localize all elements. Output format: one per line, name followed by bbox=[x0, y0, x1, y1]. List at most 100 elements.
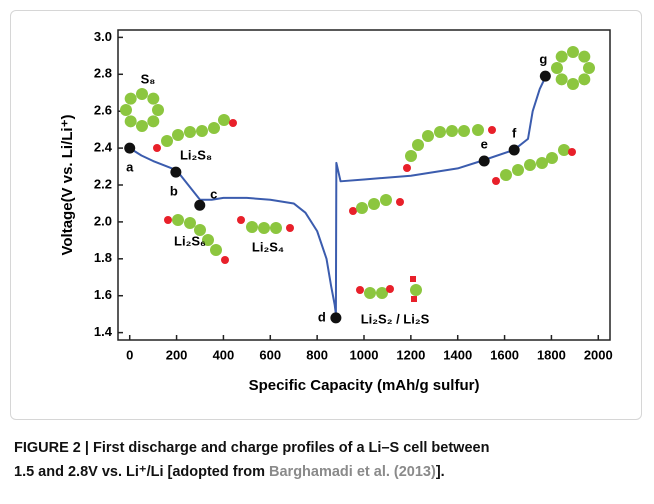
caption-text: ]. bbox=[435, 464, 445, 480]
molecule-atom bbox=[578, 73, 591, 86]
molecule-atom bbox=[184, 217, 196, 229]
x-tick-label: 1200 bbox=[396, 347, 425, 362]
x-tick-label: 1000 bbox=[350, 347, 379, 362]
species-label: Li₂S₈ bbox=[180, 147, 212, 162]
molecule-atom bbox=[349, 207, 357, 215]
figure-frame bbox=[10, 10, 642, 420]
molecule-atom bbox=[558, 144, 570, 156]
molecule-atom bbox=[567, 46, 579, 58]
molecule-atom bbox=[578, 50, 591, 63]
x-tick-label: 2000 bbox=[584, 347, 613, 362]
point-label: b bbox=[170, 184, 178, 199]
y-tick-label: 2.6 bbox=[94, 103, 112, 118]
point-label: f bbox=[512, 125, 517, 140]
molecule-atom bbox=[396, 198, 404, 206]
molecule-atom bbox=[124, 92, 137, 105]
molecule-atom bbox=[524, 159, 536, 171]
x-axis-label: Specific Capacity (mAh/g sulfur) bbox=[249, 377, 480, 394]
state-point bbox=[539, 70, 551, 82]
y-tick-label: 1.6 bbox=[94, 287, 112, 302]
chart: Specific Capacity (mAh/g sulfur) Voltage… bbox=[59, 29, 613, 394]
molecule-atom bbox=[184, 126, 196, 138]
molecule-atom bbox=[172, 214, 184, 226]
caption-link[interactable]: Barghamadi et al. (2013) bbox=[269, 464, 436, 480]
molecule-atom bbox=[412, 139, 424, 151]
state-point bbox=[170, 166, 182, 178]
molecule-atom bbox=[434, 126, 446, 138]
molecule-atom bbox=[567, 78, 579, 90]
molecule-atom bbox=[221, 256, 229, 264]
state-point bbox=[508, 144, 520, 156]
point-label: a bbox=[126, 160, 134, 175]
molecule-atom bbox=[229, 119, 237, 127]
molecule-atom bbox=[492, 177, 500, 185]
x-tick-label: 1600 bbox=[490, 347, 519, 362]
point-label: g bbox=[539, 52, 547, 67]
molecule-atom bbox=[546, 152, 558, 164]
molecule-atom bbox=[386, 285, 394, 293]
voltage-curve bbox=[129, 73, 548, 316]
species-label: S₈ bbox=[141, 71, 156, 86]
x-tick-label: 600 bbox=[259, 347, 281, 362]
point-label: c bbox=[210, 187, 217, 202]
molecule-atom bbox=[356, 286, 364, 294]
molecule-atom bbox=[555, 73, 568, 86]
plot-frame bbox=[117, 29, 611, 341]
molecule-atom bbox=[512, 164, 524, 176]
molecule-atom bbox=[136, 120, 148, 132]
molecule-atom bbox=[583, 62, 595, 74]
caption-text: 1.5 and 2.8V vs. Li⁺/Li [adopted from bbox=[14, 464, 265, 480]
state-point bbox=[478, 155, 490, 167]
molecule-atom bbox=[210, 244, 222, 256]
molecule-atom bbox=[120, 104, 132, 116]
molecule-atom bbox=[270, 222, 282, 234]
molecule-atom bbox=[551, 62, 563, 74]
molecule-atom bbox=[410, 284, 422, 296]
molecule-atom bbox=[376, 287, 388, 299]
molecule-atom bbox=[405, 150, 417, 162]
molecule-atom bbox=[194, 224, 206, 236]
molecule-atom bbox=[472, 124, 484, 136]
y-tick-label: 1.8 bbox=[94, 250, 112, 265]
molecule-atom bbox=[568, 148, 576, 156]
x-tick-label: 1800 bbox=[537, 347, 566, 362]
molecule-atom bbox=[411, 296, 417, 302]
molecule-atom bbox=[124, 115, 137, 128]
molecule-atom bbox=[218, 114, 230, 126]
y-axis-label: Voltage(V vs. Li/Li⁺) bbox=[59, 115, 76, 256]
molecule-atom bbox=[422, 130, 434, 142]
species-label: Li₂S₆ bbox=[174, 233, 206, 248]
molecule-atom bbox=[246, 221, 258, 233]
molecule-atom bbox=[196, 125, 208, 137]
molecule-atom bbox=[403, 164, 411, 172]
molecule-atom bbox=[356, 202, 368, 214]
molecule-atom bbox=[161, 135, 173, 147]
state-point bbox=[330, 312, 342, 324]
molecule-atom bbox=[202, 234, 214, 246]
molecule-atom bbox=[208, 122, 220, 134]
molecule-atom bbox=[368, 198, 380, 210]
state-point bbox=[194, 199, 206, 211]
state-point bbox=[124, 142, 136, 154]
y-tick-label: 2.8 bbox=[94, 66, 112, 81]
x-tick-label: 1400 bbox=[443, 347, 472, 362]
y-tick-label: 3.0 bbox=[94, 29, 112, 44]
molecule-atom bbox=[555, 50, 568, 63]
x-tick-label: 800 bbox=[306, 347, 328, 362]
molecule-atom bbox=[237, 216, 245, 224]
caption-line: FIGURE 2 | First discharge and charge pr… bbox=[14, 440, 490, 456]
y-tick-label: 2.0 bbox=[94, 213, 112, 228]
molecule-atom bbox=[286, 224, 294, 232]
molecule-atom bbox=[446, 125, 458, 137]
molecule-atom bbox=[152, 104, 164, 116]
caption-line: 1.5 and 2.8V vs. Li⁺/Li [adopted from Ba… bbox=[14, 460, 644, 484]
caption: FIGURE 2 | First discharge and charge pr… bbox=[14, 436, 644, 484]
molecule-atom bbox=[380, 194, 392, 206]
molecule-atom bbox=[364, 287, 376, 299]
molecule-atom bbox=[153, 144, 161, 152]
molecule-atom bbox=[488, 126, 496, 134]
molecule-atom bbox=[164, 216, 172, 224]
molecule-atom bbox=[136, 88, 148, 100]
x-tick-label: 0 bbox=[126, 347, 133, 362]
